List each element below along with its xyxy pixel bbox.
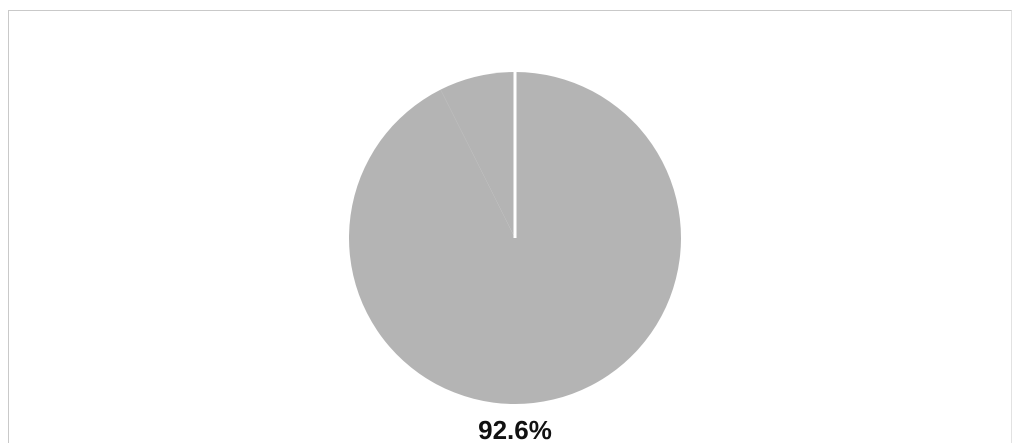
pie-slice-1 xyxy=(440,72,515,238)
pie-slices xyxy=(348,72,681,404)
data-label-main-slice: 92.6% xyxy=(478,415,552,443)
chart-frame xyxy=(8,10,1012,443)
